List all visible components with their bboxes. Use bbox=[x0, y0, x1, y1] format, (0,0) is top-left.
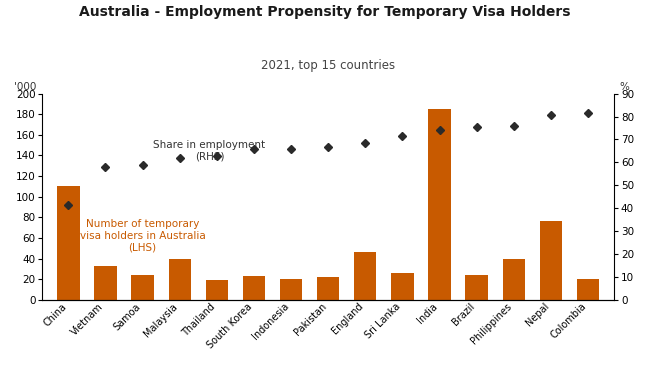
Bar bbox=[391, 273, 413, 300]
Bar bbox=[132, 275, 154, 300]
Bar bbox=[354, 252, 376, 300]
Bar bbox=[94, 266, 117, 300]
Text: %: % bbox=[620, 81, 630, 92]
Bar bbox=[540, 222, 562, 300]
Bar bbox=[280, 279, 302, 300]
Bar bbox=[577, 279, 599, 300]
Bar bbox=[502, 258, 525, 300]
Text: Share in employment
(RHS): Share in employment (RHS) bbox=[153, 139, 265, 161]
Bar bbox=[428, 109, 450, 300]
Bar bbox=[57, 187, 80, 300]
Bar bbox=[465, 275, 488, 300]
Bar bbox=[243, 276, 265, 300]
Title: 2021, top 15 countries: 2021, top 15 countries bbox=[261, 59, 395, 72]
Bar bbox=[206, 280, 228, 300]
Text: Australia - Employment Propensity for Temporary Visa Holders: Australia - Employment Propensity for Te… bbox=[79, 5, 570, 19]
Text: Number of temporary
visa holders in Australia
(LHS): Number of temporary visa holders in Aust… bbox=[80, 219, 206, 253]
Text: '000: '000 bbox=[14, 81, 37, 92]
Bar bbox=[169, 258, 191, 300]
Bar bbox=[317, 277, 339, 300]
